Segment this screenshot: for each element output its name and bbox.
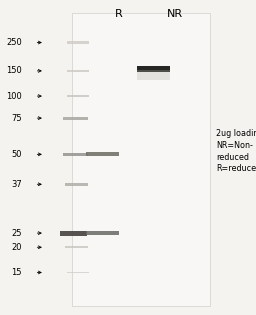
Bar [137,66,170,72]
Bar [60,231,87,236]
Bar [67,95,89,97]
Bar [65,183,88,186]
Text: 37: 37 [11,180,22,189]
Bar [137,70,170,72]
Text: 250: 250 [6,38,22,47]
Text: 150: 150 [6,66,22,75]
Bar [67,272,89,273]
Bar [63,117,88,120]
Text: NR: NR [167,9,183,19]
Bar [72,13,210,306]
Text: 2ug loading
NR=Non-
reduced
R=reduced: 2ug loading NR=Non- reduced R=reduced [216,129,256,173]
Bar [86,152,119,156]
Bar [65,246,88,248]
Bar [67,70,89,72]
Bar [86,231,119,235]
Text: 50: 50 [11,150,22,159]
Text: 15: 15 [11,268,22,277]
Bar [63,152,88,156]
Text: R: R [115,9,123,19]
Text: 20: 20 [11,243,22,252]
Text: 100: 100 [6,92,22,100]
Bar [67,42,89,43]
Text: 25: 25 [11,229,22,238]
Text: 75: 75 [11,114,22,123]
Bar [137,72,170,79]
